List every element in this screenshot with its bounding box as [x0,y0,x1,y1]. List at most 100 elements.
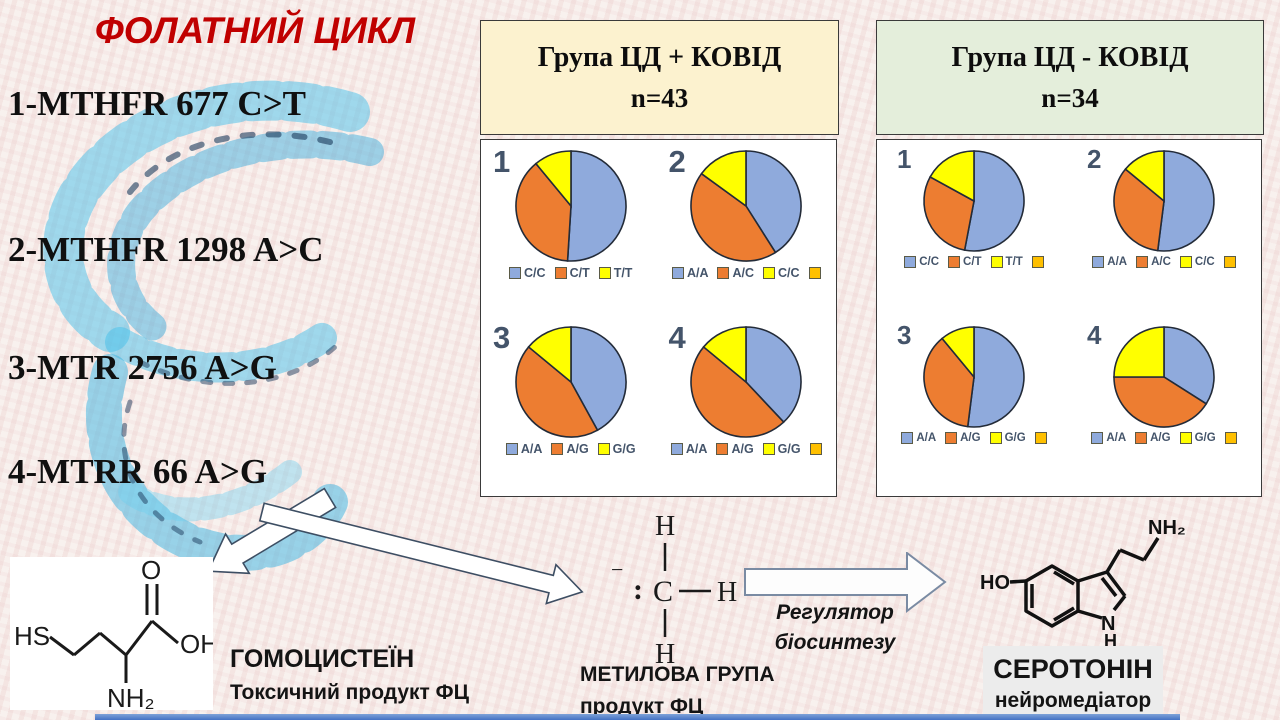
pie-legend: A/A A/G G/G [1091,432,1237,444]
legend-item: T/T [990,256,1023,268]
pie-cell: 4 A/A A/G G/G [659,318,835,494]
pie-number: 3 [897,320,912,350]
legend-item: A/A [671,266,709,280]
homocysteine-desc: Токсичний продукт ФЦ [230,681,469,704]
legend-swatch [716,443,729,455]
pie-chart [922,149,1026,253]
legend-label: A/A [686,266,709,280]
pie-cell: 3 A/A A/G G/G [483,318,659,494]
legend-label: A/G [566,442,589,456]
legend-swatch [717,267,730,279]
homocysteine-name: ГОМОЦИСТЕЇН [230,645,415,673]
pie-chart [514,325,628,439]
legend-label: A/A [685,442,708,456]
legend-label: T/T [1005,256,1023,268]
legend-swatch [1179,256,1192,268]
legend-item: G/G [989,432,1026,444]
legend-item: G/G [1179,432,1216,444]
legend-item: A/G [716,442,754,456]
pie-panel-covid-negative: 1 C/C C/T T/T 2 A/A A/C C/C 3 A/A A/G G/G 4 A/… [876,139,1262,497]
atom-n: N [1101,613,1115,635]
pie-cell: 2 A/A A/C C/C [1069,142,1259,318]
legend-swatch [597,443,610,455]
arrow-to-homocysteine [207,487,337,575]
legend-item: A/G [551,442,589,456]
pie-number: 2 [668,144,686,179]
legend-label: C/C [778,266,800,280]
serotonin-label-box: СЕРОТОНІН нейромедіатор [983,646,1163,720]
gene-item-3: 3-MTR 2756 A>G [8,348,277,387]
pie-number: 2 [1087,144,1102,174]
serotonin-name: СЕРОТОНІН [993,653,1153,684]
methyl-desc: продукт ФЦ [580,695,704,718]
legend-swatch [598,267,611,279]
pie-number: 1 [897,144,912,174]
legend-label: A/A [916,432,937,444]
legend-label: G/G [612,442,636,456]
legend-item: A/A [1091,432,1126,444]
atom-oh: OH [180,629,213,659]
arrow-caption-line1: Регулятор [776,601,894,624]
legend-item: C/C [763,266,800,280]
pie-chart [514,149,628,263]
legend-item: G/G [762,442,801,456]
gene-item-1: 1-MTHFR 677 C>T [8,84,306,123]
group-title: Група ЦД + КОВІД [537,41,782,73]
pie-legend: A/A A/G G/G [901,432,1047,444]
legend-item: C/C [509,266,546,280]
dna-sketch-illustration [43,80,384,571]
gene-item-2: 2-MTHFR 1298 A>C [8,230,324,269]
atom-o: O [141,557,161,585]
legend-label: C/T [963,256,982,268]
legend-label: G/G [1004,432,1026,444]
legend-swatch [1091,432,1104,444]
pie-legend: C/C C/T T/T [904,256,1044,268]
legend-swatch [554,267,567,279]
group-header-covid-negative: Група ЦД - КОВІД n=34 [876,20,1264,135]
legend-item: C/C [904,256,939,268]
legend-swatch [505,443,518,455]
pie-number: 4 [1087,320,1102,350]
arrow-caption-line2: біосинтезу [774,631,896,655]
atom-h-right: H [717,577,737,608]
homocysteine-structure: HS O OH NH₂ [14,555,219,713]
pie-number: 4 [668,320,686,355]
group-n-count: n=43 [630,82,689,113]
legend-label: C/C [1194,256,1215,268]
legend-item: A/C [717,266,754,280]
pie-legend: A/A A/G G/G [505,442,636,456]
legend-label: A/C [1151,256,1171,268]
pie-chart [1112,325,1216,429]
legend-item: T/T [598,266,632,280]
legend-swatch [945,432,958,444]
atom-h-top: H [655,511,675,542]
legend-swatch [989,432,1002,444]
serotonin-structure: HO NH₂ N H [980,517,1186,648]
legend-extra-swatch [1034,432,1047,444]
legend-swatch [948,256,961,268]
methyl-group-structure: H − : C H H [611,511,737,665]
legend-extra-swatch [808,267,821,279]
legend-label: A/A [1107,256,1128,268]
legend-label: A/A [1106,432,1127,444]
legend-label: C/C [524,266,546,280]
pie-legend: A/A A/C C/C [1092,256,1236,268]
atom-ho: HO [980,572,1010,594]
legend-label: C/C [919,256,940,268]
pie-chart [689,325,803,439]
pie-chart [922,325,1026,429]
legend-label: G/G [777,442,801,456]
arrow-caption: Регулятор біосинтезу [745,598,925,659]
flow-arrows [207,487,584,605]
pie-legend: C/C C/T T/T [509,266,632,280]
legend-item: A/A [1092,256,1127,268]
legend-swatch [762,443,775,455]
bottom-accent-bar [95,714,1180,720]
legend-label: A/A [520,442,543,456]
legend-extra-swatch [1031,256,1044,268]
minus-charge: − [611,557,623,582]
legend-label: A/G [1150,432,1171,444]
legend-item: C/T [948,256,982,268]
pie-cell: 4 A/A A/G G/G [1069,318,1259,494]
